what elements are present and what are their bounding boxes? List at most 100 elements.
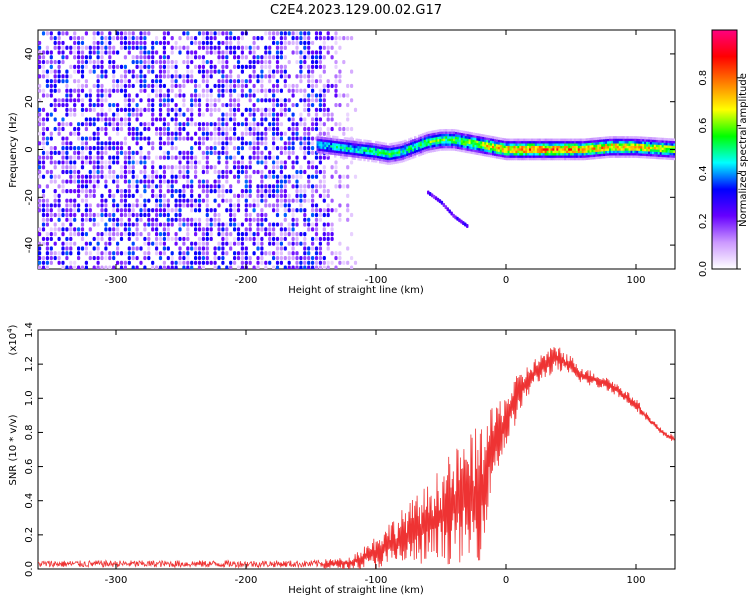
spectrogram-cell	[423, 134, 427, 138]
spectrogram-cell	[225, 79, 229, 84]
spectrogram-cell	[80, 179, 85, 184]
spectrogram-cell	[595, 142, 598, 145]
spectrogram-cell	[570, 152, 573, 156]
spectrogram-cell	[430, 193, 434, 198]
spectrogram-cell	[38, 227, 42, 232]
spectrogram-cell	[334, 165, 338, 170]
spectrogram-cell	[143, 55, 147, 60]
spectrogram-cell	[620, 152, 624, 156]
spectrogram-cell	[495, 151, 499, 154]
spectrogram-cell	[77, 122, 81, 127]
spectrogram-cell	[287, 174, 291, 179]
spectrogram-cell	[410, 137, 413, 141]
spectrogram-cell	[394, 144, 397, 148]
spectrogram-cell	[314, 122, 319, 127]
spectrogram-cell	[260, 198, 264, 203]
spectrogram-cell	[443, 143, 446, 146]
spectrogram-cell	[303, 93, 307, 98]
spectrogram-cell	[552, 150, 555, 154]
spectrogram-cell	[493, 138, 497, 142]
spectrogram-cell	[233, 79, 237, 84]
spectrogram-cell	[225, 198, 229, 203]
spectrogram-cell	[260, 174, 264, 179]
spectrogram-cell	[484, 153, 487, 157]
spectrogram-cell	[521, 150, 524, 154]
spectrogram-cell	[205, 193, 209, 198]
spectrogram-cell	[279, 36, 283, 41]
spectrogram-cell	[314, 255, 319, 261]
spectrogram-cell	[472, 139, 475, 143]
spectrogram-cell	[49, 160, 53, 165]
spectrogram-cell	[347, 149, 351, 153]
spectrogram-cell	[357, 141, 360, 144]
spectrogram-cell	[131, 107, 135, 112]
spectrogram-cell	[61, 227, 65, 232]
spectrogram-cell	[100, 251, 104, 256]
spectrogram-cell	[287, 222, 291, 227]
spectrogram-cell	[575, 150, 579, 154]
spectrogram-cell	[511, 155, 514, 158]
spectrogram-cell	[135, 236, 139, 242]
spectrogram-cell	[190, 136, 194, 141]
spectrogram-cell	[359, 141, 362, 145]
spectrogram-cell	[209, 40, 213, 46]
spectrogram-cell	[673, 155, 675, 158]
spectrogram-cell	[334, 122, 338, 127]
spectrogram-cell	[127, 165, 131, 170]
spectrogram-cell	[158, 55, 163, 60]
spectrogram-cell	[365, 146, 368, 150]
spectrogram-cell	[314, 36, 319, 41]
spectrogram-cell	[69, 227, 73, 232]
spectrogram-cell	[233, 208, 237, 213]
spectrogram-cell	[437, 139, 440, 142]
spectrogram-cell	[591, 142, 594, 146]
spectrogram-cell	[158, 198, 163, 203]
spectrogram-cell	[256, 55, 260, 60]
spectrogram-cell	[406, 146, 409, 149]
spectrogram-cell	[659, 147, 663, 150]
spectrogram-cell	[190, 193, 194, 198]
spectrogram-cell	[256, 193, 260, 198]
spectrogram-cell	[626, 155, 629, 158]
spectrogram-cell	[236, 136, 241, 141]
spectrogram-cell	[663, 152, 666, 155]
spectrogram-cell	[651, 146, 655, 150]
spectrogram-cell	[170, 193, 174, 198]
spectrogram-cell	[566, 148, 569, 151]
spectrogram-cell	[225, 141, 229, 146]
spectrogram-cell	[515, 143, 518, 146]
spectrogram-cell	[425, 143, 429, 147]
colorbar-label: Normalized spectral amplitude	[738, 73, 749, 227]
spectrogram-cell	[661, 147, 665, 150]
spectrogram-cell	[190, 117, 194, 122]
spectrogram-cell	[311, 98, 315, 103]
spectrogram-cell	[104, 255, 108, 261]
spectrogram-cell	[229, 45, 233, 50]
spectrogram-cell	[433, 142, 436, 145]
spectrogram-cell	[659, 149, 663, 153]
spectrogram-cell	[552, 148, 555, 151]
spectrogram-cell	[618, 138, 622, 142]
spectrogram-cell	[260, 122, 264, 127]
spectrogram-cell	[332, 135, 335, 139]
spectrogram-cell	[593, 154, 596, 157]
spectrogram-cell	[38, 74, 42, 79]
spectrogram-cell	[38, 64, 42, 69]
spectrogram-cell	[350, 69, 354, 74]
spectrogram-cell	[659, 154, 663, 157]
spectrogram-cell	[100, 232, 104, 237]
spectrogram-cell	[474, 147, 477, 150]
spectrogram-cell	[240, 255, 244, 261]
spectrogram-cell	[616, 155, 620, 158]
spectrogram-cell	[201, 88, 205, 93]
spectrogram-cell	[511, 150, 514, 154]
spectrogram-cell	[108, 189, 112, 194]
spectrogram-cell	[460, 149, 464, 153]
spectrogram-cell	[624, 155, 627, 158]
spectrogram-cell	[548, 152, 551, 156]
spectrogram-cell	[229, 189, 233, 194]
spectrogram-cell	[628, 145, 631, 149]
spectrogram-cell	[671, 150, 674, 153]
spectrogram-cell	[73, 45, 77, 50]
spectrogram-cell	[96, 112, 100, 117]
